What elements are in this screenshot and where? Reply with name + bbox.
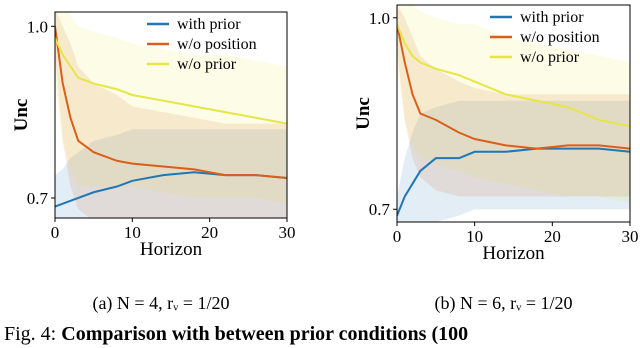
- legend-label: w/o position: [177, 36, 257, 53]
- x-tick-label: 10: [466, 227, 483, 246]
- subcaption: (a) N = 4, rᵥ = 1/20: [92, 293, 229, 314]
- series-line: [397, 23, 630, 128]
- y-tick-label: 1.0: [27, 17, 48, 36]
- uncertainty-band: [55, 12, 287, 204]
- x-tick-label: 20: [544, 227, 561, 246]
- caption-label: Fig. 4:: [4, 323, 56, 345]
- x-tick-label: 0: [393, 227, 402, 246]
- x-tick-label: 30: [279, 223, 296, 242]
- plot-frame: [396, 4, 631, 223]
- plot-area: [55, 12, 287, 218]
- legend-label: with prior: [520, 9, 584, 26]
- x-tick-label: 30: [622, 227, 639, 246]
- x-tick-label: 0: [51, 223, 60, 242]
- plot-area: [397, 5, 630, 222]
- y-axis-label: Unc: [353, 97, 374, 130]
- y-tick-label: 0.7: [27, 189, 49, 208]
- legend-label: w/o position: [520, 29, 600, 46]
- x-axis-label: Horizon: [140, 239, 203, 260]
- series-line: [55, 26, 287, 179]
- y-tick-label: 1.0: [369, 9, 390, 28]
- chart: 0 10 20 30 0.7 1.0 Horizon Unc with prior w/o pos…: [11, 11, 296, 314]
- x-tick-label: 20: [201, 223, 218, 242]
- x-axis-label: Horizon: [482, 243, 545, 264]
- plot-frame: [54, 11, 288, 219]
- series-line: [397, 147, 630, 216]
- x-tick-label: 10: [124, 223, 141, 242]
- legend-label: w/o prior: [177, 56, 237, 73]
- series-line: [55, 37, 287, 125]
- caption-text: Comparison with between prior conditions…: [61, 323, 468, 345]
- subcaption: (b) N = 6, rᵥ = 1/20: [434, 293, 572, 314]
- figure-caption: Fig. 4: Comparison with between prior co…: [4, 323, 468, 345]
- y-tick-label: 0.7: [369, 200, 391, 219]
- legend-label: w/o prior: [520, 49, 580, 66]
- legend-label: with prior: [177, 16, 241, 33]
- y-axis-label: Unc: [11, 99, 32, 132]
- series-line: [397, 23, 630, 150]
- uncertainty-band: [55, 12, 287, 218]
- uncertainty-band: [397, 5, 630, 203]
- chart: 0 10 20 30 0.7 1.0 Horizon Unc with prior w/o pos…: [353, 4, 639, 314]
